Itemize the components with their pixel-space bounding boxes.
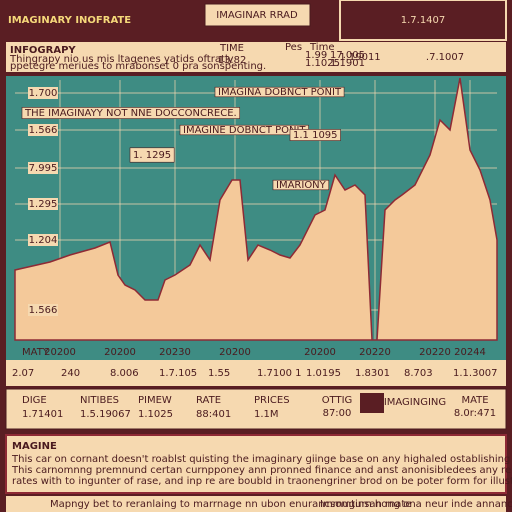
metric-label: NITIBES <box>80 395 119 406</box>
info-heading: INFOGRAPY <box>10 45 76 56</box>
y-tick-box <box>28 234 58 246</box>
metric-label: DIGE <box>22 395 47 406</box>
x-tick-label: 20220 <box>359 347 391 358</box>
time: 13:82 <box>218 55 247 66</box>
area <box>14 77 498 341</box>
info-mini: Pes <box>285 42 302 53</box>
metric-value: 88:401 <box>196 409 231 420</box>
y-tick-label: 1.700 <box>29 88 58 99</box>
summary-value: 1.55 <box>208 368 230 379</box>
info-text: ppetegre meriues to mrabonset 0 pra sons… <box>10 61 266 72</box>
metric-value: 1.1025 <box>138 409 173 420</box>
summary-value: 1.7.105 <box>159 368 197 379</box>
metric-value: 1.71401 <box>22 409 63 420</box>
note-line: This car on cornant doesn't roablst quis… <box>11 454 512 465</box>
x-tick-label: 20244 <box>454 347 486 358</box>
note-heading: MAGINE <box>12 441 57 452</box>
metric-label: RATE <box>196 395 221 406</box>
metric-value: 1.5.19067 <box>80 409 131 420</box>
note-panel <box>5 434 507 494</box>
rate: 1.7.1407 <box>401 15 446 26</box>
info-mini: 1.1025 <box>305 58 340 69</box>
side-value: 8.0r:471 <box>454 408 496 419</box>
footer-text: Mapngy bet to reranlaing to marrnage nn … <box>50 499 412 510</box>
summary-panel <box>6 360 506 386</box>
y-tick-label: 1.566 <box>29 125 58 136</box>
y-tick-box <box>28 124 58 136</box>
annotation-box <box>289 129 341 141</box>
summary-value: 8.703 <box>404 368 433 379</box>
metrics-panel <box>5 388 507 430</box>
x-tick-label: 20200 <box>44 347 76 358</box>
side-sub: 87:00 <box>323 408 352 419</box>
x-tick-label: 20230 <box>159 347 191 358</box>
y-tick-box <box>28 198 58 210</box>
metric-value: 1.1M <box>254 409 279 420</box>
info-mini: Time <box>309 42 334 53</box>
y-tick-label: 1.204 <box>29 235 58 246</box>
y-tick-box <box>28 162 58 174</box>
metric-label: PRICES <box>254 395 290 406</box>
metric-label: PIMEW <box>138 395 172 406</box>
side-label: OTTIG <box>322 395 353 406</box>
badge: IMAGINAR RRAD <box>216 10 298 21</box>
y-tick-label: 1.295 <box>29 199 58 210</box>
summary-value: 1.1.3007 <box>453 368 498 379</box>
annotation: 1.1 1095 <box>293 130 338 141</box>
info-value: 1.19011 <box>339 52 380 63</box>
side-badge: IMAGINGING <box>384 397 446 408</box>
summary-value: 1.0195 <box>306 368 341 379</box>
annotation: IMAGINA DOBNCT PONIT <box>218 87 342 98</box>
info-mini: 1.99 <box>305 50 327 61</box>
annotation: THE IMAGINAYY NOT NNE DOCCONCRECE. <box>24 108 237 119</box>
summary-value: 1.8301 <box>355 368 390 379</box>
title: IMAGINARY INOFRATE <box>8 15 131 26</box>
y-tick-box <box>28 304 58 316</box>
info-value: .7.1007 <box>426 52 464 63</box>
annotation-box <box>21 107 241 119</box>
time-label: TIME <box>219 43 244 54</box>
x-axis-label: MATY <box>22 347 50 358</box>
info-mini: 1.1901 <box>330 58 365 69</box>
summary-value: 2.07 <box>12 368 34 379</box>
y-tick-label: 7.995 <box>29 163 58 174</box>
side-icon <box>360 393 384 413</box>
annotation-box <box>272 179 330 191</box>
annotation-box <box>129 147 175 163</box>
summary-value: 240 <box>61 368 80 379</box>
note-line: This carnomnng premnund certan curnppone… <box>11 465 512 476</box>
footer-panel <box>6 496 506 512</box>
x-tick-label: 20220 <box>419 347 451 358</box>
x-tick-label: 20200 <box>219 347 251 358</box>
annotation: 1. 1295 <box>133 150 171 161</box>
annotation: IMAGINE DOBNCT PONIT <box>183 125 306 136</box>
info-text: Thingrapy nio us mis ltagenes yatids oft… <box>9 54 234 65</box>
badge-box <box>204 3 311 27</box>
side-label2: MATE <box>461 395 488 406</box>
info-panel <box>6 42 506 72</box>
annotation-box <box>214 86 345 98</box>
x-tick-label: 20200 <box>304 347 336 358</box>
note-line: rates with to ingunter of rase, and inp … <box>12 476 512 487</box>
x-tick-label: 20200 <box>104 347 136 358</box>
rate-box <box>339 0 507 41</box>
annotation: IMARIONY <box>276 180 327 191</box>
y-tick-label: 1.566 <box>29 305 58 316</box>
footer-text: Immugurn hong ona neur inde annancrment … <box>320 499 512 510</box>
summary-value: 1.7100 1 <box>257 368 302 379</box>
info-mini: 17.005 <box>330 50 365 61</box>
y-tick-box <box>28 87 58 99</box>
summary-value: 8.006 <box>110 368 139 379</box>
